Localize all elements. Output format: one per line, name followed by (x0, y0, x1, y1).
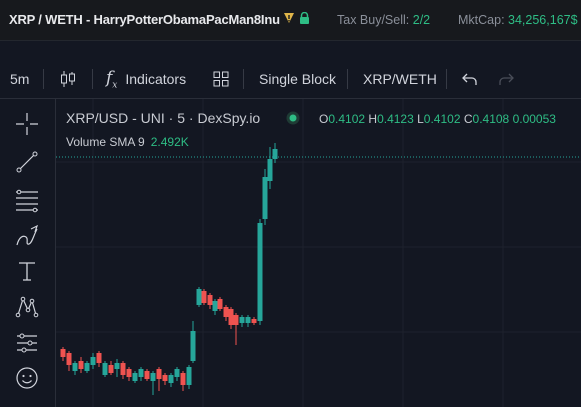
templates-icon (213, 71, 229, 87)
lock-icon (299, 12, 310, 24)
candle-body (120, 363, 126, 375)
pair-title: XRP / WETH - HarryPotterObamaPacMan8Inu (9, 12, 280, 27)
candle-body (96, 353, 102, 363)
candle-body (66, 353, 72, 365)
candle-body (207, 295, 213, 305)
candle-body (78, 361, 84, 369)
candle-body (72, 363, 78, 371)
indicators-button[interactable]: fx Indicators (106, 60, 186, 98)
crosshair-tool[interactable] (12, 109, 42, 139)
toolbar-divider (243, 69, 244, 89)
single-block-button[interactable]: Single Block (259, 71, 337, 87)
candle-body (156, 369, 162, 379)
candle-body (138, 369, 144, 377)
ohlc-high: 0.4123 (377, 112, 414, 126)
top-bar: XRP / WETH - HarryPotterObamaPacMan8Inu … (0, 0, 581, 41)
candle-body (233, 315, 239, 325)
trendline-icon (14, 149, 40, 175)
brush-tool[interactable] (12, 221, 42, 251)
pattern-icon (14, 294, 40, 320)
candle-body (239, 317, 245, 323)
fx-icon: fx (106, 67, 118, 91)
candle-body (84, 363, 90, 371)
candle-body (201, 291, 207, 303)
text-icon (14, 258, 40, 284)
ohlc-change: 0.00053 (512, 112, 556, 126)
candle-body (257, 223, 263, 321)
warning-icon (283, 12, 295, 24)
candles (60, 143, 278, 395)
candle-body (223, 307, 229, 317)
candle-body (132, 373, 138, 381)
volume-value: 2.492K (150, 135, 189, 149)
interval-button[interactable]: 5m (10, 71, 30, 87)
emoji-icon (14, 365, 40, 391)
candle-body (126, 369, 132, 377)
candle-body (168, 375, 174, 383)
candles-icon (60, 70, 76, 88)
candle-body (217, 299, 223, 309)
measure-icon (14, 330, 40, 356)
drawing-toolbar (0, 99, 56, 407)
volume-label: Volume SMA 9 (66, 135, 145, 149)
candle-body (60, 349, 66, 357)
redo-icon (498, 72, 514, 86)
volume-indicator: Volume SMA 9 2.492K (66, 135, 189, 149)
ohlc-readout: O0.4102 H0.4123 L0.4102 C0.4108 0.00053 (319, 112, 556, 126)
candle-body (114, 363, 120, 369)
live-indicator (286, 111, 300, 125)
candle-body (251, 319, 257, 323)
trendline-tool[interactable] (12, 147, 42, 177)
pair-toggle-button[interactable]: XRP/WETH (363, 71, 437, 87)
candle-body (245, 317, 251, 323)
tax-info: Tax Buy/Sell: 2/2 (337, 13, 431, 27)
toolbar-divider (446, 69, 447, 89)
ohlc-open: 0.4102 (328, 112, 366, 126)
candle-body (196, 289, 202, 305)
fib-icon (14, 187, 40, 213)
ohlc-close: 0.4108 (472, 112, 510, 126)
chart-grid (56, 99, 581, 407)
crosshair-icon (14, 111, 40, 137)
toolbar-divider (43, 69, 44, 89)
candle-body (150, 373, 156, 381)
chart-type-button[interactable] (60, 60, 76, 98)
candle-body (212, 301, 218, 311)
undo-button[interactable] (462, 60, 478, 98)
tax-value: 2/2 (412, 13, 431, 27)
candlestick-plot[interactable] (56, 99, 581, 407)
candle-body (267, 159, 273, 181)
indicators-label: Indicators (125, 71, 187, 87)
pattern-tool[interactable] (12, 292, 42, 322)
price-chart[interactable]: XRP/USD - UNI · 5 · DexSpy.io O0.4102 H0… (56, 99, 581, 407)
toolbar-divider (92, 69, 93, 89)
candle-body (186, 367, 192, 385)
candle-body (272, 149, 278, 159)
measure-tool[interactable] (12, 328, 42, 358)
chart-toolbar: 5m fx Indicators Single Block XRP/WETH (0, 60, 581, 99)
candle-body (162, 375, 168, 381)
candle-body (144, 371, 150, 379)
market-cap: MktCap: 34,256,167$ (458, 13, 578, 27)
market-cap-value: 34,256,167$ (508, 13, 578, 27)
fib-tool[interactable] (12, 185, 42, 215)
templates-button[interactable] (213, 60, 229, 98)
chart-legend: XRP/USD - UNI · 5 · DexSpy.io (66, 110, 261, 126)
candle-body (174, 369, 180, 377)
candle-body (108, 365, 114, 373)
brush-icon (14, 223, 40, 249)
candle-body (190, 331, 196, 361)
text-tool[interactable] (12, 256, 42, 286)
emoji-tool[interactable] (12, 363, 42, 393)
candle-body (262, 177, 268, 219)
redo-button[interactable] (498, 60, 514, 98)
candle-body (90, 357, 96, 365)
candle-body (102, 363, 108, 375)
candle-body (228, 309, 234, 325)
candle-body (180, 373, 186, 385)
ohlc-low: 0.4102 (423, 112, 461, 126)
undo-icon (462, 72, 478, 86)
toolbar-divider (347, 69, 348, 89)
